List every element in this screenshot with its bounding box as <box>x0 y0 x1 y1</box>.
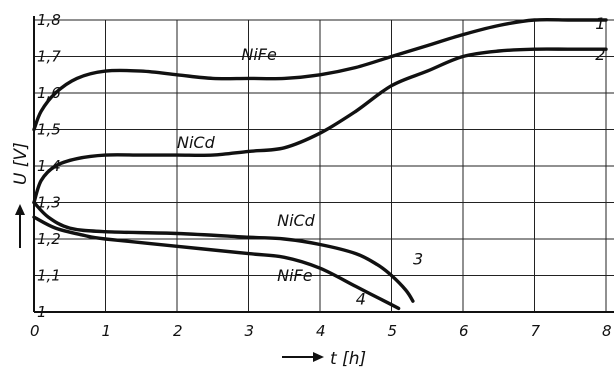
x-axis-arrow-head <box>313 352 324 362</box>
annotation-0: NiFe <box>241 45 277 64</box>
annotation-7: 4 <box>356 290 366 309</box>
x-axis-label-group: t [h] <box>282 349 366 369</box>
y-tick-labels: 1 1,1 1,2 1,3 1,4 1,5 1,6 1,7 1,8 <box>37 11 61 321</box>
y-tick-label-7: 1,7 <box>37 48 61 66</box>
x-tick-label-6: 6 <box>459 322 469 340</box>
series-line-2 <box>32 47 608 205</box>
x-tick-label-8: 8 <box>602 322 612 340</box>
x-tick-label-4: 4 <box>316 322 326 340</box>
y-tick-label-8: 1,8 <box>37 11 61 29</box>
annotation-5: 2 <box>595 45 605 64</box>
series-line-1 <box>32 17 608 132</box>
y-tick-label-6: 1,6 <box>37 84 61 102</box>
series-line-4 <box>32 215 401 311</box>
axes <box>33 16 614 313</box>
series-line-3 <box>32 200 415 303</box>
y-tick-label-1: 1,1 <box>37 267 61 285</box>
y-tick-label-5: 1,5 <box>37 121 61 139</box>
annotation-3: NiFe <box>277 266 313 285</box>
x-tick-labels: 0 1 2 3 4 5 6 7 8 <box>30 322 612 340</box>
y-axis-label: U [V] <box>11 142 31 185</box>
series <box>32 17 608 311</box>
x-tick-label-2: 2 <box>173 322 183 340</box>
y-tick-label-4: 1,4 <box>37 157 61 175</box>
x-tick-label-7: 7 <box>531 322 541 340</box>
y-tick-label-2: 1,2 <box>37 230 61 248</box>
y-tick-label-3: 1,3 <box>37 194 61 212</box>
annotation-1: NiCd <box>177 133 216 152</box>
annotation-4: 1 <box>595 14 605 33</box>
annotations: NiFe NiCd NiCd NiFe 1 2 3 4 <box>177 14 605 309</box>
x-axis-label: t [h] <box>330 349 366 369</box>
x-tick-label-3: 3 <box>245 322 255 340</box>
y-axis-label-group: U [V] <box>11 142 31 248</box>
y-axis-arrow-head <box>15 204 25 215</box>
x-tick-label-5: 5 <box>388 322 398 340</box>
y-tick-label-0: 1 <box>37 303 47 321</box>
x-tick-label-0: 0 <box>30 322 40 340</box>
x-tick-label-1: 1 <box>102 322 112 340</box>
annotation-6: 3 <box>413 250 423 269</box>
annotation-2: NiCd <box>277 211 316 230</box>
